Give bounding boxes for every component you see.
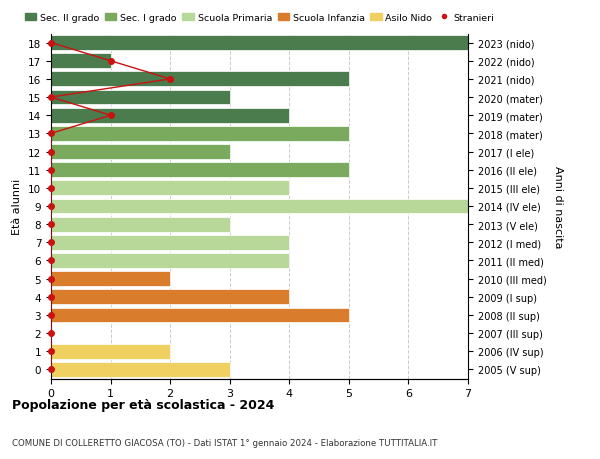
Point [106,58,115,65]
Text: Popolazione per età scolastica - 2024: Popolazione per età scolastica - 2024 [12,398,274,412]
Text: COMUNE DI COLLERETTO GIACOSA (TO) - Dati ISTAT 1° gennaio 2024 - Elaborazione TU: COMUNE DI COLLERETTO GIACOSA (TO) - Dati… [12,438,437,447]
Bar [51,181,289,196]
Point [46,275,56,283]
Point [46,185,56,192]
Point [46,130,56,138]
Point [106,112,115,120]
Y-axis label: Anni di nascita: Anni di nascita [553,165,563,248]
Point [46,167,56,174]
Bar [51,272,170,286]
Bar [51,108,289,123]
Legend: Sec. II grado, Sec. I grado, Scuola Primaria, Scuola Infanzia, Asilo Nido, Stran: Sec. II grado, Sec. I grado, Scuola Prim… [22,10,497,26]
Point [166,76,175,84]
Bar [51,362,230,377]
Point [46,221,56,228]
Bar [51,145,230,160]
Bar [51,127,349,141]
Bar [51,90,230,105]
Bar [51,217,230,232]
Point [46,94,56,101]
Point [46,40,56,47]
Point [46,366,56,373]
Point [46,203,56,210]
Bar [51,54,110,69]
Point [46,312,56,319]
Point [46,330,56,337]
Bar [51,199,468,214]
Bar [51,73,349,87]
Bar [51,253,289,269]
Point [46,348,56,355]
Point [46,149,56,156]
Bar [51,36,468,51]
Bar [51,344,170,359]
Bar [51,308,349,323]
Y-axis label: Età alunni: Età alunni [13,179,22,235]
Bar [51,235,289,250]
Bar [51,290,289,305]
Bar [51,163,349,178]
Point [46,239,56,246]
Point [46,257,56,264]
Point [46,293,56,301]
